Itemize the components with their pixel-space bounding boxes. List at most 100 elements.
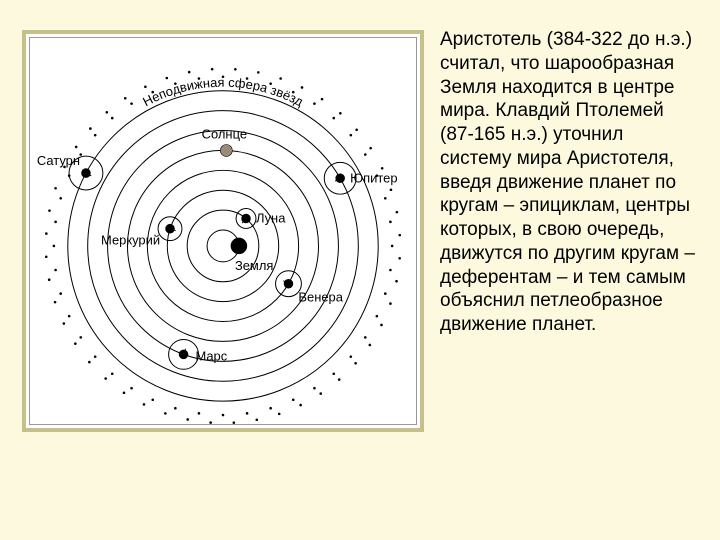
star-dot — [269, 407, 272, 410]
star-dot — [380, 324, 383, 327]
star-dot — [389, 221, 392, 224]
star-dot — [211, 68, 214, 71]
celestial-body — [242, 214, 251, 223]
star-dot — [313, 102, 316, 105]
star-dot — [222, 414, 225, 417]
star-dot — [246, 412, 249, 415]
star-dot — [339, 112, 342, 115]
star-dot — [166, 77, 169, 80]
star-dot — [332, 372, 335, 375]
star-dot — [321, 98, 324, 101]
star-dot — [186, 418, 189, 421]
star-dot — [143, 403, 146, 406]
orbit-circle — [147, 170, 298, 321]
star-dot — [54, 187, 57, 190]
star-dot — [198, 412, 201, 415]
star-dot — [369, 344, 372, 347]
star-dot — [389, 269, 392, 272]
star-dot — [59, 197, 62, 200]
star-dot — [350, 134, 353, 137]
orbit-circle — [167, 190, 278, 301]
star-dot — [299, 404, 302, 407]
star-dot — [279, 77, 282, 80]
star-dot — [384, 292, 387, 295]
star-dot — [45, 232, 48, 235]
star-dot — [63, 322, 66, 325]
star-dot — [174, 407, 177, 410]
star-dot — [364, 153, 367, 156]
geocentric-diagram: Неподвижная сфера звёздЗемляЛунаМеркурий… — [29, 37, 417, 425]
star-dot — [45, 255, 48, 258]
body-label: Венера — [298, 290, 343, 305]
star-dot — [332, 117, 335, 120]
star-dot — [390, 188, 393, 191]
star-dot — [59, 292, 62, 295]
star-dot — [338, 378, 341, 381]
star-dot — [292, 398, 295, 401]
star-dot — [88, 361, 91, 364]
star-dot — [389, 302, 392, 305]
star-dot — [48, 209, 51, 212]
body-label: Сатурн — [37, 153, 80, 168]
star-dot — [391, 245, 394, 248]
star-dot — [104, 377, 107, 380]
star-dot — [381, 167, 384, 170]
celestial-body — [179, 350, 188, 359]
celestial-body — [81, 169, 90, 178]
celestial-body — [231, 238, 247, 254]
star-dot — [124, 97, 127, 100]
body-label: Юпитер — [350, 170, 397, 185]
celestial-body — [336, 174, 345, 183]
star-dot — [398, 234, 401, 237]
star-dot — [209, 421, 212, 424]
star-dot — [234, 68, 237, 71]
star-dot — [68, 315, 71, 318]
star-dot — [396, 211, 399, 214]
body-label: Меркурий — [101, 233, 160, 248]
star-dot — [384, 197, 387, 200]
star-dot — [75, 146, 78, 149]
star-dot — [233, 421, 236, 424]
star-dot — [350, 355, 353, 358]
star-dot — [130, 387, 133, 390]
star-dot — [54, 269, 57, 272]
star-dot — [130, 102, 133, 105]
celestial-body — [166, 224, 175, 233]
celestial-body — [220, 145, 232, 157]
body-label: Марс — [195, 348, 227, 363]
star-dot — [369, 147, 372, 150]
star-dot — [89, 127, 92, 130]
body-label: Солнце — [202, 127, 247, 142]
star-dot — [398, 257, 401, 260]
star-dot — [278, 413, 281, 416]
star-dot — [74, 342, 77, 345]
star-dot — [48, 278, 51, 281]
star-dot — [94, 355, 97, 358]
star-dot — [395, 280, 398, 283]
star-dot — [354, 362, 357, 365]
star-dot — [111, 372, 114, 375]
star-dot — [188, 71, 191, 74]
star-dot — [123, 391, 126, 394]
star-dot — [111, 117, 114, 120]
diagram-frame: Неподвижная сфера звёздЗемляЛунаМеркурий… — [22, 30, 424, 432]
star-dot — [106, 111, 109, 114]
star-dot — [301, 86, 304, 89]
star-dot — [79, 336, 82, 339]
star-dot — [364, 336, 367, 339]
star-dot — [54, 221, 57, 224]
star-dot — [257, 71, 260, 74]
star-dot — [54, 301, 57, 304]
celestial-body — [284, 279, 293, 288]
star-dot — [144, 85, 147, 88]
star-dot — [53, 245, 56, 248]
star-dot — [376, 315, 379, 318]
star-dot — [94, 134, 97, 137]
fixed-stars-label: Неподвижная сфера звёзд — [140, 75, 306, 110]
star-dot — [313, 387, 316, 390]
star-dot — [355, 128, 358, 131]
body-label: Земля — [235, 258, 273, 273]
star-dot — [319, 392, 322, 395]
star-dot — [255, 418, 258, 421]
star-dot — [151, 398, 154, 401]
